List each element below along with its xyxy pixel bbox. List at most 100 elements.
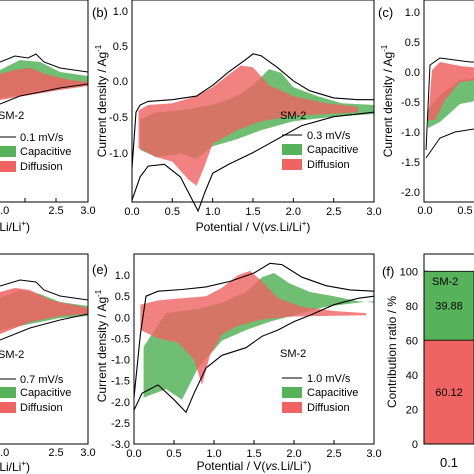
panel-e-ytick: 0.0 [115, 312, 130, 324]
panel-e-legend-capacitive-swatch [282, 387, 302, 398]
panel-e-xtick: 0.5 [166, 448, 181, 460]
panel-b-xtick: 0.0 [124, 206, 139, 218]
panel-b-sample-label: SM-2 [280, 110, 306, 122]
panel-e-plot [133, 262, 375, 414]
panel-c-plot [425, 57, 474, 159]
panel-c-total-curve [425, 57, 474, 159]
panel-d-plot [0, 279, 88, 341]
panel-e-legend-scanrate: 1.0 mV/s [307, 373, 351, 385]
panel-b-xticks: 0.0 0.5 1.0 1.5 2.0 2.5 3.0 [124, 198, 382, 218]
panel-b-total-curve-cathodic [131, 111, 375, 213]
panel-e-xtick: 0.0 [126, 448, 141, 460]
panel-b-plot [131, 53, 375, 213]
panel-d: SM-2 0.7 mV/s Capacitive Diffusion 2.0 2… [0, 253, 96, 474]
panel-c-ytick: 0.5 [405, 37, 420, 49]
panel-c-ylabel: Current density / Ag-1 [380, 44, 395, 157]
panel-c-ytick: 0.0 [405, 67, 420, 79]
panel-d-xlabel: .Li/Li+) [0, 459, 30, 474]
panel-c-ytick: -0.5 [401, 97, 420, 109]
panel-e-ytick: 0.5 [115, 291, 130, 303]
panel-e-xtick: 3.0 [366, 448, 381, 460]
panel-a-sample-label: SM-2 [0, 110, 24, 122]
panel-e-legend-diffusion-swatch [282, 402, 302, 413]
panel-a-legend-diffusion: Diffusion [20, 161, 63, 173]
panel-d-xtick-2.0: 2.0 [0, 447, 9, 459]
panel-a: SM-2 0.1 mV/s Capacitive Diffusion 2.0 2… [0, 0, 96, 234]
panel-e-ytick: -3.0 [111, 439, 130, 451]
panel-e-legend-capacitive: Capacitive [307, 387, 358, 399]
panel-b-xtick: 3.0 [366, 206, 381, 218]
panel-a-xtick-2.0: 2.0 [0, 205, 9, 217]
panel-c-frame [423, 0, 474, 203]
panel-b-yticks: 1.0 0.5 0.0 -0.5 -1.0 [109, 6, 128, 160]
panel-a-legend-diffusion-swatch [0, 161, 16, 172]
panel-a-xtick-2.5: 2.5 [48, 205, 63, 217]
panel-e-total-curve-anodic [133, 262, 375, 398]
panel-a-diffusion-area [0, 68, 88, 100]
panel-b-legend-capacitive-swatch [282, 144, 302, 155]
panel-f-label: (f) [382, 264, 394, 279]
panel-b-xtick: 0.5 [165, 206, 180, 218]
panel-b-legend-scanrate: 0.3 mV/s [307, 130, 351, 142]
panel-b-ytick: 0.0 [113, 76, 128, 88]
panel-a-total-curve [0, 53, 88, 105]
panel-e-ytick: 1.0 [115, 270, 130, 282]
panel-b-label: (b) [92, 5, 108, 20]
panel-b-legend-diffusion: Diffusion [307, 159, 350, 171]
panel-e-sample-label: SM-2 [280, 348, 306, 360]
panel-c-xtick-0.5: 0.5 [457, 205, 472, 217]
panel-c: (c) Current density / Ag-1 1.0 0.5 0.0 -… [378, 0, 474, 217]
panel-c-ytick: 1.0 [405, 7, 420, 19]
panel-e-yticks: 1.0 0.5 0.0 -0.5 -1.0 -1.5 -2.0 -2.5 -3.0 [111, 270, 130, 451]
panel-b-ytick: 0.5 [113, 41, 128, 53]
panel-e-ytick: -0.5 [111, 333, 130, 345]
panel-d-frame [0, 253, 89, 445]
panel-e: (e) Current density / Ag-1 1.0 0.5 0.0 -0.5… [92, 253, 382, 473]
panel-b-xtick: 1.0 [205, 206, 220, 218]
panel-f-value-capacitive: 39.88 [435, 301, 463, 313]
panel-c-ytick: -1.0 [401, 127, 420, 139]
panel-b-xtick: 2.5 [326, 206, 341, 218]
panel-c-yticks: 1.0 0.5 0.0 -0.5 -1.0 -1.5 -2.0 [401, 7, 420, 199]
panel-e-xtick: 1.0 [206, 448, 221, 460]
panel-f-frame [423, 253, 474, 445]
panel-e-diffusion-area [140, 270, 366, 385]
panel-b-xtick: 1.5 [245, 206, 260, 218]
panel-f-ylabel: Contribution ratio / % [385, 296, 399, 408]
panel-b-legend-diffusion-swatch [282, 159, 302, 170]
panel-b-ytick: 1.0 [113, 6, 128, 18]
panel-b-xlabel: Potential / V(vs.Li/Li+) [196, 219, 311, 234]
panel-a-frame [0, 0, 89, 203]
panel-f-ytick: 100 [400, 266, 418, 278]
panel-a-plot [0, 53, 88, 105]
panel-b-diffusion-area [138, 65, 358, 186]
panel-f-plot: 39.88 60.12 [424, 270, 474, 444]
panel-e-xtick: 1.5 [246, 448, 261, 460]
panel-d-legend-capacitive: Capacitive [20, 387, 71, 399]
panel-e-xtick: 2.5 [326, 448, 341, 460]
panel-f-ytick: 20 [406, 404, 418, 416]
panel-e-ytick: -1.5 [111, 376, 130, 388]
panel-e-ytick: -2.5 [111, 418, 130, 430]
panel-a-legend-capacitive: Capacitive [20, 146, 71, 158]
panel-e-label: (e) [92, 262, 108, 277]
panel-a-legend-capacitive-swatch [0, 146, 16, 157]
panel-b-legend-capacitive: Capacitive [307, 144, 358, 156]
panel-f-bar-capacitive [424, 270, 474, 341]
panel-e-ytick: -1.0 [111, 355, 130, 367]
panel-d-diffusion-area [0, 288, 88, 334]
panel-a-xlabel: .Li/Li+) [0, 219, 30, 234]
panel-e-total-curve-cathodic [133, 295, 375, 414]
panel-c-capacitive-area [428, 78, 474, 128]
panel-b-ylabel: Current density / Ag-1 [94, 44, 109, 157]
panel-d-legend-capacitive-swatch [0, 387, 16, 398]
panel-e-capacitive-area [143, 273, 374, 400]
panel-d-legend-diffusion: Diffusion [20, 402, 63, 414]
panel-d-xtick-3.0: 3.0 [80, 447, 95, 459]
panel-c-ytick: -1.5 [401, 157, 420, 169]
panel-f-value-diffusion: 60.12 [435, 387, 463, 399]
panel-d-total-curve [0, 279, 88, 341]
panel-b: (b) Current density / Ag-1 1.0 0.5 0.0 -… [92, 0, 382, 234]
panel-f: (f) Contribution ratio / % 100806040200 … [382, 253, 474, 470]
